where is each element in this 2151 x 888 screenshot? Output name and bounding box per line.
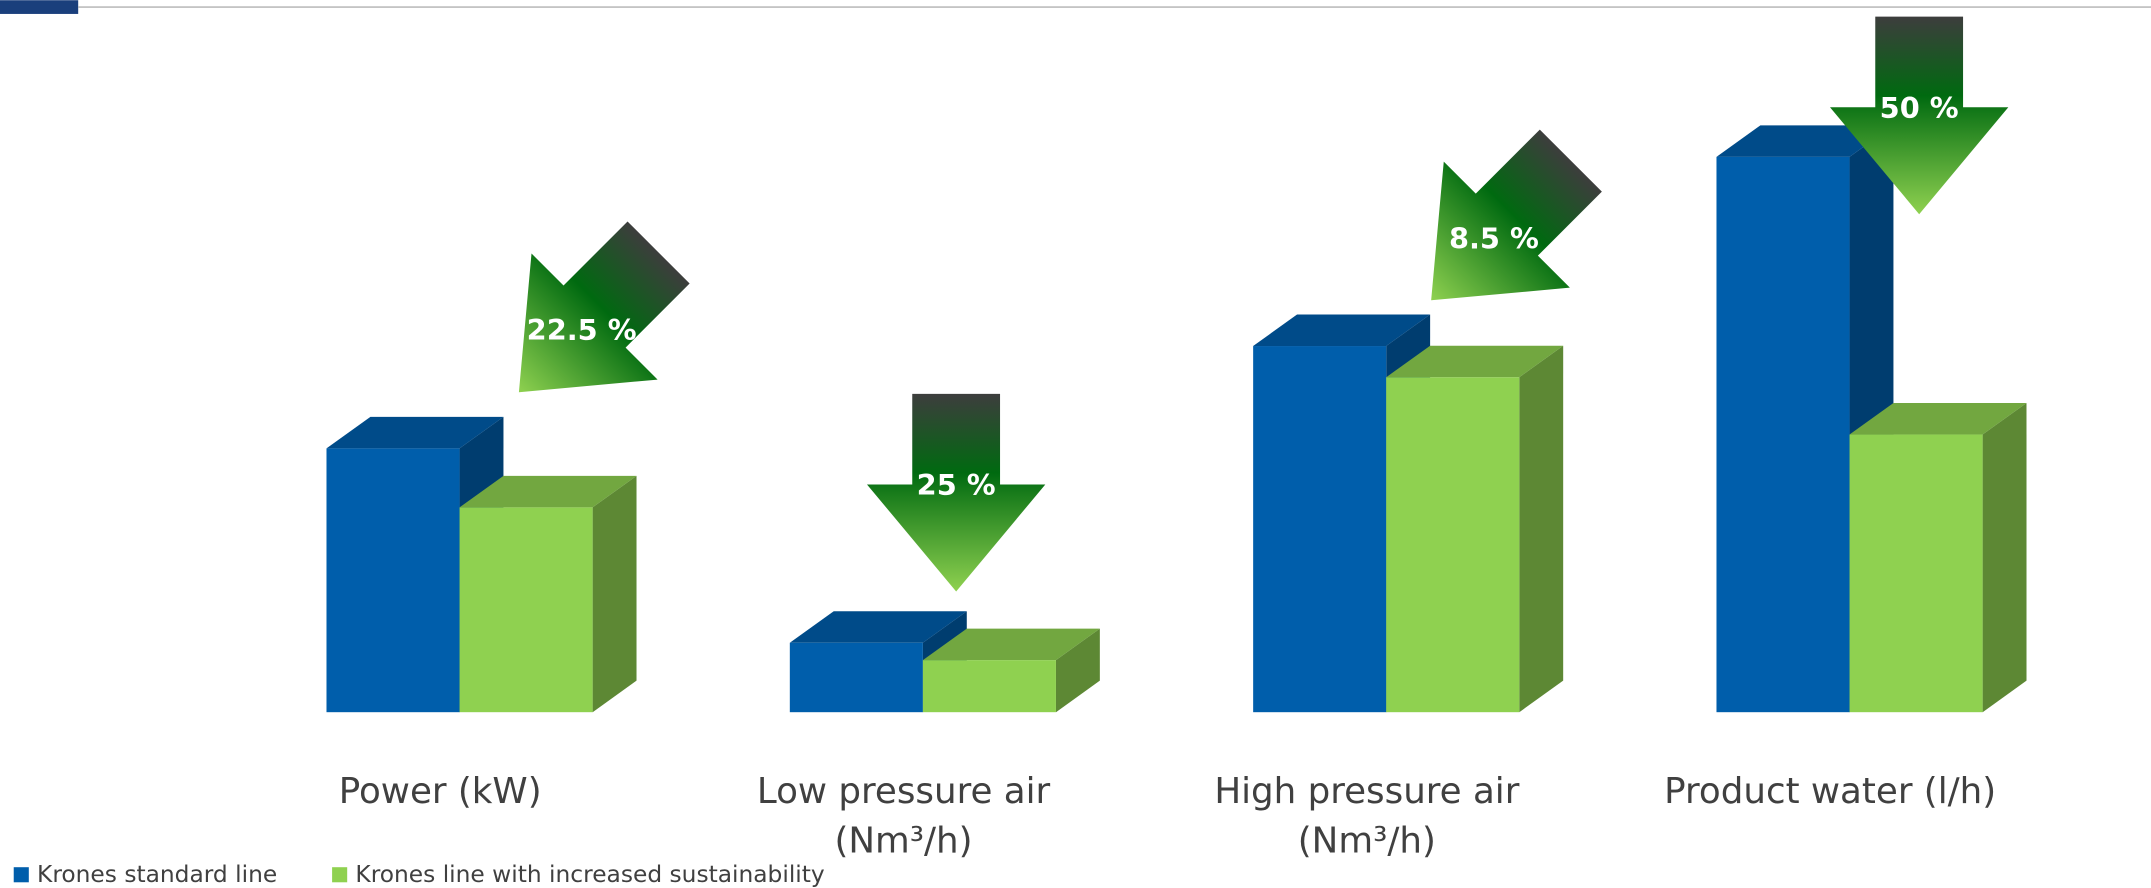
bar (922, 628, 1100, 713)
bar-side (592, 475, 637, 713)
arrow-shape (866, 393, 1046, 592)
bar-front (1716, 156, 1850, 713)
bar-side (1055, 628, 1100, 713)
bar-top (1849, 402, 2027, 435)
bar (459, 475, 637, 713)
bar-top (1253, 314, 1431, 347)
annotation: 22.5 % (527, 313, 637, 347)
legend-label: Krones standard line (37, 861, 277, 888)
header-accent (0, 0, 79, 14)
bar (1849, 402, 2027, 713)
bar-front (1253, 346, 1387, 713)
reduction-arrow (1829, 16, 2009, 215)
labels: Power (kW) Low pressure air (Nm³/h) High pr… (13, 771, 1996, 888)
annotation: 8.5 % (1449, 221, 1539, 255)
annotations: 22.5 % 25 % 8.5 % 50 % (518, 16, 2009, 592)
bar-front (326, 448, 460, 713)
bar-top (1386, 345, 1564, 378)
arrow-shape (518, 221, 690, 393)
annotation: 50 % (1880, 91, 1959, 125)
reduction-arrow (866, 393, 1046, 592)
x-tick-label: Power (kW) (339, 771, 542, 812)
legend-swatch (332, 867, 348, 883)
bar-front (1849, 434, 1983, 713)
bar-top (922, 628, 1100, 661)
bar-top (1716, 125, 1894, 157)
legend-label: Krones line with increased sustainabilit… (355, 861, 825, 888)
reduction-arrow (1431, 129, 1602, 301)
legend-swatch (13, 867, 29, 883)
x-tick-label: High pressure air (Nm³/h) (1214, 771, 1519, 861)
bar-front (789, 642, 923, 713)
x-tick-label: Low pressure air (Nm³/h) (757, 771, 1051, 861)
annotation: 25 % (917, 468, 996, 502)
bar-top (459, 475, 637, 508)
arrow-shape (1829, 16, 2009, 215)
bar (1386, 345, 1564, 713)
reduction-arrow (518, 221, 690, 393)
bar-top (326, 416, 504, 449)
bar-top (789, 611, 967, 643)
arrow-shape (1431, 129, 1602, 301)
bar-side (1982, 402, 2027, 713)
bars (326, 125, 2027, 713)
bar-front (922, 660, 1056, 713)
bar-side (1519, 345, 1564, 713)
bar-front (1386, 377, 1520, 713)
bar-front (459, 507, 593, 713)
x-tick-label: Product water (l/h) (1664, 771, 1996, 812)
